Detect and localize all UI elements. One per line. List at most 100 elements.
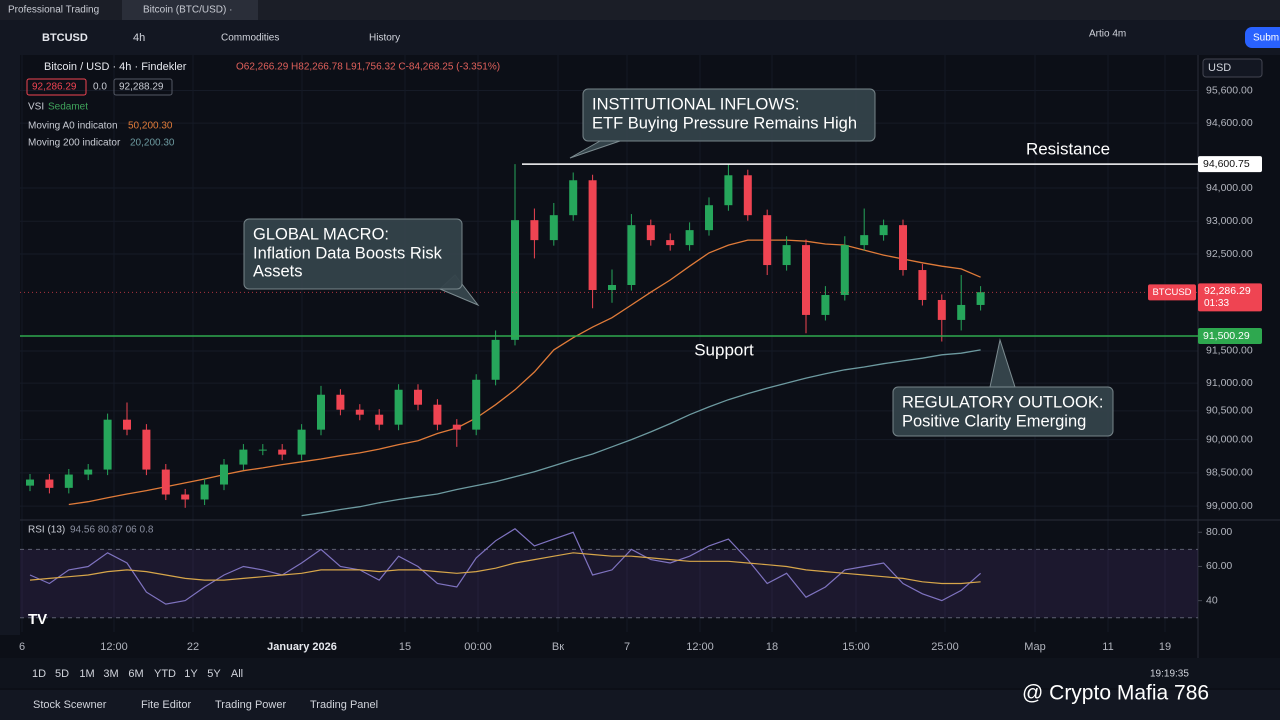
candle-body — [549, 215, 558, 241]
candle-body — [782, 245, 791, 266]
x-tick-label: 25:00 — [931, 641, 959, 653]
candle-body — [802, 245, 810, 315]
bottom-tab[interactable]: Trading Power — [215, 699, 286, 711]
bottom-tab[interactable]: Stock Scewner — [33, 699, 107, 711]
clock: 19:19:35 — [1150, 669, 1189, 680]
active-tab[interactable] — [122, 0, 258, 20]
x-tick-label: 18 — [766, 641, 778, 653]
x-tick-label: 12:00 — [100, 641, 128, 653]
x-tick-label: Вк — [552, 641, 564, 653]
range-button[interactable]: 1M — [79, 668, 94, 680]
candle-body — [627, 225, 636, 286]
indicator-name: VSI — [28, 102, 44, 113]
ask-box — [113, 78, 173, 96]
candle-body — [937, 299, 946, 320]
rsi-tick-label: 40 — [1206, 594, 1218, 606]
bottom-tab[interactable]: Trading Panel — [310, 699, 378, 711]
rsi-line — [29, 528, 981, 605]
range-bar — [0, 658, 1280, 688]
candle-body — [103, 419, 112, 470]
range-button[interactable]: 6M — [128, 668, 143, 680]
rsi-line — [29, 552, 981, 585]
countdown: 01:33 — [1204, 298, 1229, 309]
rsi-title: RSI (13) — [28, 525, 65, 536]
candle-body — [142, 429, 151, 470]
range-button[interactable]: 5D — [55, 668, 69, 680]
rsi-tick-label: 60.00 — [1206, 560, 1232, 572]
y-tick-label: 98,500.00 — [1206, 467, 1253, 479]
candle-body — [666, 240, 675, 246]
indicator-name: Moving 200 indicator — [28, 138, 121, 149]
plot: 95,600.00 94,600.00 94,000.00 93,000.00 92,5… — [19, 55, 1280, 658]
last-price-label: 92,286.29 — [1204, 285, 1251, 297]
tab[interactable]: Professional Trading — [8, 5, 99, 16]
candle-body — [840, 245, 849, 295]
y-tick-label: 95,600.00 — [1206, 84, 1253, 96]
candle-body — [530, 220, 539, 241]
candle-body — [297, 429, 306, 455]
candle-body — [123, 419, 131, 430]
candle-body — [336, 394, 345, 410]
history[interactable]: History — [369, 33, 400, 44]
level-label: 94,600.75 — [1203, 158, 1250, 170]
candle-body — [491, 339, 500, 380]
indicator-value: 50,200.30 — [128, 121, 173, 132]
y-tick-label: 90,500.00 — [1206, 405, 1253, 417]
range-button[interactable]: YTD — [154, 668, 176, 680]
commodities[interactable]: Commodities — [221, 33, 279, 44]
candle-body — [278, 449, 287, 455]
candle-body — [317, 394, 325, 430]
callout-text: ETF Buying Pressure Remains High — [592, 114, 857, 132]
range-button[interactable]: 1Y — [184, 668, 198, 680]
y-tick-label: 93,000.00 — [1206, 215, 1253, 227]
last-price-tag — [1198, 283, 1262, 312]
submit-button[interactable] — [1245, 27, 1280, 48]
submit-label[interactable]: Subm — [1253, 33, 1279, 44]
x-tick-label: 15 — [399, 641, 411, 653]
account[interactable]: Artio 4m — [1089, 29, 1126, 40]
bottom-tab[interactable]: Fite Editor — [141, 699, 191, 711]
candle-body — [414, 389, 422, 405]
currency-box[interactable] — [1202, 58, 1263, 78]
range-button[interactable]: All — [231, 668, 243, 680]
candle-body — [724, 175, 733, 206]
candle-body — [685, 230, 694, 246]
currency[interactable]: USD — [1208, 62, 1231, 74]
range-button[interactable]: 1D — [32, 668, 46, 680]
callout-text: Positive Clarity Emerging — [902, 412, 1086, 430]
y-tick-label: 90,000.00 — [1206, 433, 1253, 445]
y-tick-label: 94,000.00 — [1206, 182, 1253, 194]
callout — [582, 88, 876, 142]
candle-body — [84, 469, 93, 475]
candle-body — [239, 449, 248, 465]
bid: 92,286.29 — [32, 82, 77, 93]
candle-body — [705, 205, 713, 231]
candle-body — [569, 180, 578, 216]
level-tag — [1198, 327, 1262, 344]
x-tick-label: 00:00 — [464, 641, 492, 653]
range-button[interactable]: 3M — [103, 668, 118, 680]
tab[interactable]: Bitcoin (BTC/USD) · — [143, 5, 232, 16]
range-button[interactable]: 5Y — [207, 668, 221, 680]
symbol-tag — [1148, 284, 1196, 301]
candle-body — [26, 479, 34, 486]
symbol[interactable]: BTCUSD — [42, 32, 88, 44]
x-tick-label: 11 — [1102, 641, 1113, 653]
candle-body — [588, 180, 597, 290]
candle-body — [899, 225, 907, 271]
candle-body — [433, 404, 442, 425]
candle-body — [763, 215, 772, 266]
x-tick-label: 6 — [19, 641, 25, 653]
level-label: 91,500.29 — [1203, 330, 1250, 342]
level-tag — [1198, 156, 1262, 173]
y-tick-label: 99,000.00 — [1206, 500, 1253, 512]
interval[interactable]: 4h — [133, 32, 145, 44]
indicator-value: Sedamet — [48, 102, 88, 113]
candle-body — [860, 235, 869, 246]
watermark: @ Crypto Mafia 786 — [1022, 682, 1209, 705]
candle-body — [45, 479, 54, 488]
candle-body — [161, 469, 170, 495]
x-tick-label: January 2026 — [267, 641, 337, 653]
legend-title: Bitcoin / USD · 4h · Findekler — [44, 61, 187, 73]
tool-strip — [0, 55, 20, 635]
